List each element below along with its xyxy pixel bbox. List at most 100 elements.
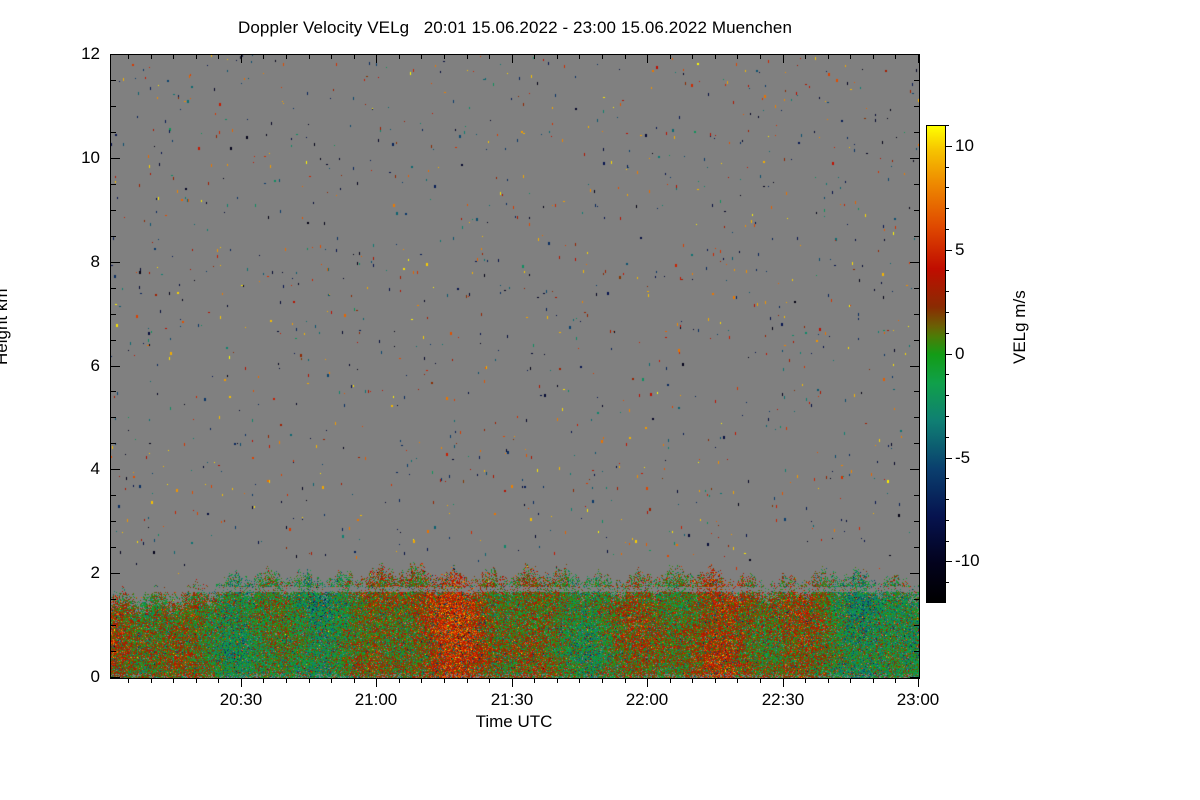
x-tick [805, 54, 806, 59]
y-tick [111, 314, 116, 315]
y-tick [914, 495, 919, 496]
y-tick [111, 210, 116, 211]
colorbar-tick [946, 250, 952, 251]
colorbar-tick-minor [946, 416, 949, 417]
x-tick [670, 678, 671, 683]
x-tick [895, 678, 896, 683]
colorbar-tick-minor [946, 520, 949, 521]
y-tick [914, 184, 919, 185]
colorbar-tick-minor [946, 270, 949, 271]
y-tick [111, 391, 116, 392]
y-tick [914, 314, 919, 315]
x-tick [918, 54, 919, 63]
x-tick [489, 54, 490, 59]
y-tick [914, 236, 919, 237]
colorbar-tick-label: -5 [955, 448, 971, 467]
x-tick [737, 54, 738, 59]
x-tick [173, 678, 174, 683]
heatmap-canvas [111, 55, 919, 678]
y-tick [111, 340, 116, 341]
y-tick-label: 2 [90, 563, 100, 582]
y-tick [910, 573, 919, 574]
y-tick [914, 391, 919, 392]
y-tick [910, 54, 919, 55]
x-tick [760, 678, 761, 683]
colorbar-tick-minor [946, 208, 949, 209]
x-tick [534, 54, 535, 59]
x-tick [873, 54, 874, 59]
y-tick [111, 417, 116, 418]
y-tick-label: 4 [90, 459, 100, 478]
x-tick [241, 678, 242, 687]
colorbar-tick-minor [946, 229, 949, 230]
y-tick [111, 80, 116, 81]
x-tick-label: 23:00 [896, 690, 940, 709]
x-tick [263, 54, 264, 59]
y-tick [111, 443, 116, 444]
y-tick [910, 262, 919, 263]
x-tick-label: 20:30 [219, 690, 263, 709]
colorbar-tick-minor [946, 291, 949, 292]
colorbar-tick [946, 146, 952, 147]
y-tick-label: 6 [90, 356, 100, 375]
x-tick [828, 678, 829, 683]
x-tick [918, 678, 919, 687]
y-tick [111, 599, 116, 600]
x-tick [625, 54, 626, 59]
x-tick [196, 678, 197, 683]
x-tick [444, 54, 445, 59]
x-tick [828, 54, 829, 59]
plot-area [110, 54, 920, 679]
x-tick [850, 678, 851, 683]
x-tick [151, 54, 152, 59]
y-tick-label: 8 [90, 252, 100, 271]
x-tick [579, 678, 580, 683]
colorbar-tick-minor [946, 582, 949, 583]
x-tick [873, 678, 874, 683]
x-tick [557, 678, 558, 683]
x-tick [331, 54, 332, 59]
colorbar-tick-minor [946, 374, 949, 375]
colorbar-tick-minor [946, 187, 949, 188]
x-tick [467, 678, 468, 683]
y-tick [111, 288, 116, 289]
x-tick [399, 678, 400, 683]
x-tick [421, 54, 422, 59]
x-tick [354, 54, 355, 59]
y-tick [914, 80, 919, 81]
y-tick [111, 521, 116, 522]
x-tick [534, 678, 535, 683]
y-tick [914, 547, 919, 548]
x-tick [218, 678, 219, 683]
x-tick [512, 54, 513, 63]
y-tick-label: 0 [90, 667, 100, 686]
x-tick [286, 54, 287, 59]
colorbar-tick-minor [946, 541, 949, 542]
x-tick [579, 54, 580, 59]
colorbar-title: VELg m/s [1010, 290, 1029, 364]
colorbar-tick-minor [946, 125, 949, 126]
x-tick [489, 678, 490, 683]
y-tick [914, 106, 919, 107]
x-tick [421, 678, 422, 683]
x-axis-title: Time UTC [475, 712, 553, 731]
x-tick [263, 678, 264, 683]
y-tick [111, 366, 120, 367]
y-tick [914, 625, 919, 626]
x-tick [128, 678, 129, 683]
y-tick [111, 469, 120, 470]
y-tick [910, 158, 919, 159]
y-tick [914, 210, 919, 211]
colorbar-tick-minor [946, 478, 949, 479]
colorbar-tick-label: 10 [955, 136, 974, 155]
x-tick [376, 678, 377, 687]
y-tick [111, 573, 120, 574]
x-tick [376, 54, 377, 63]
x-tick-label: 22:30 [761, 690, 805, 709]
x-tick [602, 54, 603, 59]
x-tick [444, 678, 445, 683]
x-tick [467, 54, 468, 59]
colorbar-tick [946, 458, 952, 459]
x-tick [670, 54, 671, 59]
x-tick [512, 678, 513, 687]
